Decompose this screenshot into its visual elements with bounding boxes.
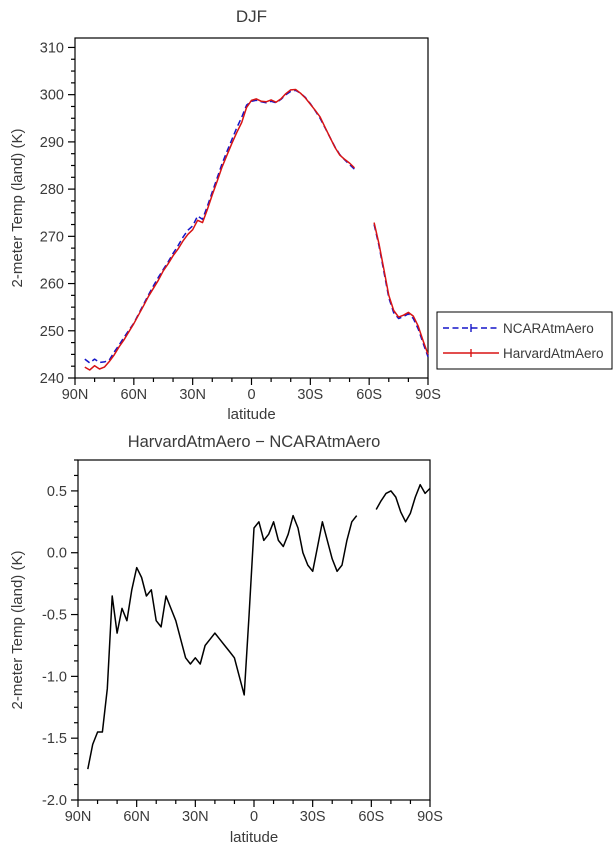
svg-text:30N: 30N bbox=[182, 809, 209, 825]
svg-text:0: 0 bbox=[250, 809, 258, 825]
svg-text:60N: 60N bbox=[123, 809, 150, 825]
svg-text:300: 300 bbox=[40, 88, 64, 104]
svg-text:-1.5: -1.5 bbox=[42, 731, 67, 747]
plot-frame bbox=[77, 459, 431, 801]
axis-ticks bbox=[71, 459, 431, 807]
svg-text:30S: 30S bbox=[297, 387, 323, 403]
bottom-chart-difference: HarvardAtmAero − NCARAtmAero 90N 60N 30N 0 30… bbox=[9, 433, 443, 846]
svg-text:60S: 60S bbox=[356, 387, 382, 403]
svg-text:60N: 60N bbox=[121, 387, 148, 403]
svg-text:90S: 90S bbox=[415, 387, 441, 403]
chart-title: DJF bbox=[236, 7, 267, 26]
series-difference bbox=[375, 483, 431, 523]
series-HarvardAtmAero bbox=[84, 88, 356, 371]
data-series bbox=[84, 88, 429, 371]
svg-text:30N: 30N bbox=[179, 387, 206, 403]
svg-text:-2.0: -2.0 bbox=[42, 793, 67, 809]
svg-text:310: 310 bbox=[40, 40, 64, 56]
svg-text:90S: 90S bbox=[417, 809, 443, 825]
legend: NCARAtmAero HarvardAtmAero bbox=[436, 311, 613, 370]
axis-titles: latitude 2-meter Temp (land) (K) bbox=[9, 129, 276, 423]
svg-text:290: 290 bbox=[40, 135, 64, 151]
svg-text:0.0: 0.0 bbox=[47, 546, 67, 562]
svg-text:latitude: latitude bbox=[230, 829, 278, 846]
svg-text:0.5: 0.5 bbox=[47, 484, 67, 500]
svg-text:260: 260 bbox=[40, 277, 64, 293]
svg-text:240: 240 bbox=[40, 371, 64, 387]
legend-label-HarvardAtmAero: HarvardAtmAero bbox=[503, 346, 604, 361]
svg-text:60S: 60S bbox=[358, 809, 384, 825]
svg-text:30S: 30S bbox=[300, 809, 326, 825]
svg-text:280: 280 bbox=[40, 182, 64, 198]
svg-text:90N: 90N bbox=[65, 809, 92, 825]
tick-labels: 90N 60N 30N 0 30S 60S 90S 0.5 0.0 -0.5 -1.0 -1.5 -2.… bbox=[42, 484, 443, 825]
svg-text:0: 0 bbox=[247, 387, 255, 403]
svg-text:DJF: DJF bbox=[236, 7, 267, 26]
svg-text:2-meter Temp (land) (K): 2-meter Temp (land) (K) bbox=[9, 129, 26, 288]
top-chart-djf: DJF 90N 60N 30N 0 30S 60S 90S 240 250 260 270 280 290… bbox=[9, 7, 613, 423]
series-NCARAtmAero bbox=[84, 89, 356, 364]
svg-text:2-meter Temp (land) (K): 2-meter Temp (land) (K) bbox=[9, 551, 26, 710]
series-NCARAtmAero bbox=[373, 224, 429, 358]
svg-text:270: 270 bbox=[40, 229, 64, 245]
axis-ticks bbox=[68, 46, 429, 385]
series-HarvardAtmAero bbox=[373, 222, 429, 355]
series-difference bbox=[87, 514, 358, 770]
svg-text:90N: 90N bbox=[62, 387, 89, 403]
axis-titles: latitude 2-meter Temp (land) (K) bbox=[9, 551, 278, 846]
plot-frame bbox=[74, 37, 429, 379]
data-series bbox=[87, 483, 431, 770]
svg-text:250: 250 bbox=[40, 324, 64, 340]
svg-text:-0.5: -0.5 bbox=[42, 608, 67, 624]
tick-labels: 90N 60N 30N 0 30S 60S 90S 240 250 260 270 280 290 300… bbox=[40, 40, 441, 403]
legend-label-NCARAtmAero: NCARAtmAero bbox=[503, 321, 594, 336]
chart-title: HarvardAtmAero − NCARAtmAero bbox=[128, 433, 381, 451]
svg-text:HarvardAtmAero − NCARAtmAero: HarvardAtmAero − NCARAtmAero bbox=[128, 433, 381, 451]
svg-text:latitude: latitude bbox=[227, 406, 275, 423]
svg-text:-1.0: -1.0 bbox=[42, 669, 67, 685]
